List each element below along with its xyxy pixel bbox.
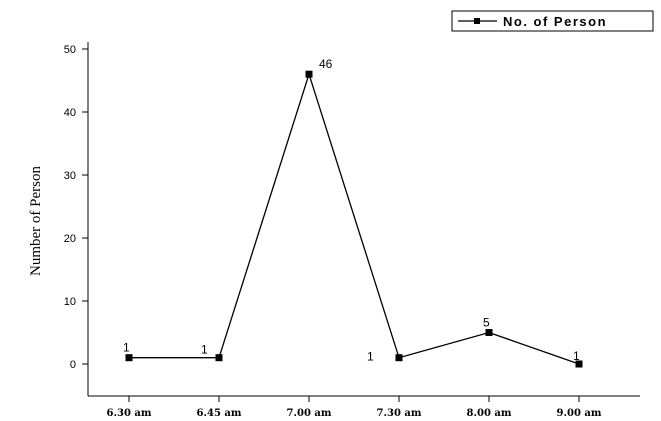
data-point bbox=[125, 354, 133, 362]
data-point bbox=[395, 354, 403, 362]
x-tick-label: 6.30 am bbox=[107, 408, 152, 419]
x-tick-label: 7.00 am bbox=[287, 408, 332, 419]
y-axis-title: Number of Person bbox=[28, 166, 44, 276]
series-group bbox=[125, 70, 583, 368]
data-point bbox=[575, 360, 583, 368]
y-tick-label: 0 bbox=[70, 359, 76, 371]
x-tick-label: 6.45 am bbox=[197, 408, 242, 419]
y-tick-label: 50 bbox=[64, 44, 76, 56]
y-tick-label: 20 bbox=[64, 233, 76, 245]
legend: No. of Person bbox=[451, 10, 654, 32]
x-ticks: 6.30 am 6.45 am 7.00 am 7.30 am 8.00 am 9.00 … bbox=[107, 396, 602, 419]
data-labels: 1 1 46 1 5 1 bbox=[123, 57, 580, 364]
legend-label: No. of Person bbox=[503, 14, 607, 29]
x-tick-label: 7.30 am bbox=[377, 408, 422, 419]
series-line bbox=[129, 72, 580, 365]
data-label: 1 bbox=[123, 341, 130, 355]
data-label: 1 bbox=[201, 343, 208, 357]
y-ticks: 0 10 20 30 40 50 bbox=[64, 44, 88, 371]
y-tick-label: 40 bbox=[64, 107, 76, 119]
y-tick-label: 30 bbox=[64, 170, 76, 182]
legend-marker bbox=[474, 18, 480, 24]
data-point bbox=[305, 70, 313, 78]
data-label: 5 bbox=[483, 316, 490, 330]
legend-box bbox=[451, 10, 654, 32]
data-label: 1 bbox=[367, 350, 374, 364]
data-label: 46 bbox=[319, 57, 333, 71]
data-point bbox=[215, 354, 223, 362]
data-point bbox=[485, 329, 493, 336]
y-tick-label: 10 bbox=[64, 296, 76, 308]
data-label: 1 bbox=[573, 349, 580, 363]
x-tick-label: 8.00 am bbox=[467, 408, 512, 419]
x-tick-label: 9.00 am bbox=[557, 408, 602, 419]
plot-axes bbox=[87, 42, 640, 397]
